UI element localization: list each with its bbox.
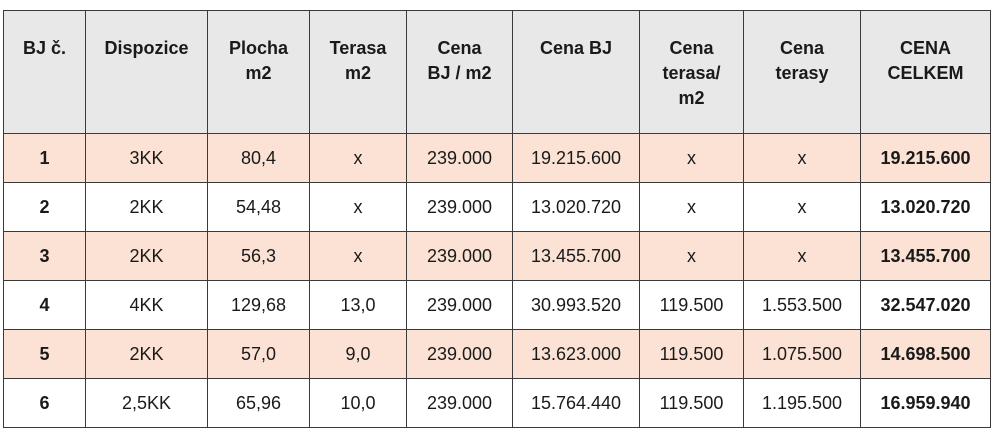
column-header-layout: Dispozice: [85, 10, 208, 134]
table-header-row: BJ č. Dispozice Plocha m2 Terasa m2 Cena BJ / m…: [3, 10, 991, 134]
cell-total-price: 13.455.700: [860, 231, 991, 281]
column-header-line: terasy: [775, 63, 829, 83]
cell-layout: 2KK: [85, 329, 208, 379]
cell-bj-number: 5: [3, 329, 86, 379]
cell-terrace-price-per-m2: x: [639, 133, 744, 183]
cell-layout: 2,5KK: [85, 378, 208, 428]
cell-area: 56,3: [207, 231, 310, 281]
column-header-line: Dispozice: [104, 38, 189, 58]
cell-price-per-m2: 239.000: [406, 182, 513, 232]
table-body: 1 3KK 80,4 x 239.000 19.215.600 x x 19.215.600 2 2…: [3, 133, 991, 428]
cell-unit-price: 13.455.700: [512, 231, 640, 281]
cell-terrace-price-per-m2: 119.500: [639, 378, 744, 428]
cell-terrace-area: 10,0: [309, 378, 407, 428]
table-row: 3 2KK 56,3 x 239.000 13.455.700 x x 13.455.700: [3, 231, 991, 281]
cell-area: 54,48: [207, 182, 310, 232]
column-header-line: Cena: [669, 38, 714, 58]
cell-terrace-price-per-m2: x: [639, 231, 744, 281]
column-header-unit-price: Cena BJ: [512, 10, 640, 134]
cell-total-price: 32.547.020: [860, 280, 991, 330]
price-table-container: BJ č. Dispozice Plocha m2 Terasa m2 Cena BJ / m…: [3, 10, 991, 428]
cell-layout: 2KK: [85, 182, 208, 232]
cell-terrace-area: 9,0: [309, 329, 407, 379]
column-header-line: Cena BJ: [539, 38, 613, 58]
cell-terrace-area: x: [309, 231, 407, 281]
cell-area: 57,0: [207, 329, 310, 379]
cell-terrace-area: x: [309, 182, 407, 232]
column-header-terrace-area: Terasa m2: [309, 10, 407, 134]
column-header-terrace-price-per-m2: Cena terasa/m2: [639, 10, 744, 134]
cell-unit-price: 13.020.720: [512, 182, 640, 232]
column-header-line: m2: [344, 63, 371, 83]
column-header-line: Terasa: [329, 38, 387, 58]
cell-price-per-m2: 239.000: [406, 378, 513, 428]
cell-total-price: 14.698.500: [860, 329, 991, 379]
cell-bj-number: 4: [3, 280, 86, 330]
column-header-line: Cena: [779, 38, 824, 58]
cell-terrace-price: x: [743, 231, 861, 281]
cell-area: 129,68: [207, 280, 310, 330]
cell-terrace-price: 1.553.500: [743, 280, 861, 330]
column-header-bj-number: BJ č.: [3, 10, 86, 134]
column-header-total-price: CENA CELKEM: [860, 10, 991, 134]
column-header-area: Plocha m2: [207, 10, 310, 134]
cell-bj-number: 1: [3, 133, 86, 183]
column-header-line: m2: [245, 63, 272, 83]
column-header-terrace-price: Cena terasy: [743, 10, 861, 134]
cell-terrace-price: x: [743, 182, 861, 232]
column-header-price-per-m2: Cena BJ / m2: [406, 10, 513, 134]
cell-terrace-price-per-m2: 119.500: [639, 329, 744, 379]
column-header-line: CENA: [899, 38, 951, 58]
cell-area: 65,96: [207, 378, 310, 428]
cell-terrace-price-per-m2: 119.500: [639, 280, 744, 330]
cell-terrace-area: x: [309, 133, 407, 183]
cell-price-per-m2: 239.000: [406, 329, 513, 379]
cell-layout: 2KK: [85, 231, 208, 281]
cell-total-price: 13.020.720: [860, 182, 991, 232]
column-header-line: BJ č.: [22, 38, 67, 58]
cell-bj-number: 2: [3, 182, 86, 232]
cell-unit-price: 13.623.000: [512, 329, 640, 379]
table-row: 2 2KK 54,48 x 239.000 13.020.720 x x 13.020.720: [3, 182, 991, 232]
cell-terrace-price: 1.195.500: [743, 378, 861, 428]
cell-terrace-price: x: [743, 133, 861, 183]
cell-bj-number: 6: [3, 378, 86, 428]
price-table: BJ č. Dispozice Plocha m2 Terasa m2 Cena BJ / m…: [3, 10, 991, 428]
table-row: 5 2KK 57,0 9,0 239.000 13.623.000 119.500 1.075…: [3, 329, 991, 379]
cell-layout: 3KK: [85, 133, 208, 183]
column-header-line: Cena: [437, 38, 482, 58]
cell-total-price: 19.215.600: [860, 133, 991, 183]
cell-total-price: 16.959.940: [860, 378, 991, 428]
column-header-line: CELKEM: [887, 63, 964, 83]
cell-layout: 4KK: [85, 280, 208, 330]
cell-terrace-price: 1.075.500: [743, 329, 861, 379]
cell-terrace-price-per-m2: x: [639, 182, 744, 232]
cell-unit-price: 19.215.600: [512, 133, 640, 183]
cell-price-per-m2: 239.000: [406, 231, 513, 281]
table-row: 4 4KK 129,68 13,0 239.000 30.993.520 119.500 1.…: [3, 280, 991, 330]
cell-bj-number: 3: [3, 231, 86, 281]
cell-price-per-m2: 239.000: [406, 133, 513, 183]
column-header-line: BJ / m2: [427, 63, 492, 83]
column-header-line: terasa/: [662, 63, 721, 83]
table-row: 6 2,5KK 65,96 10,0 239.000 15.764.440 119.500 1…: [3, 378, 991, 428]
cell-terrace-area: 13,0: [309, 280, 407, 330]
column-header-line: Plocha: [228, 38, 289, 58]
cell-price-per-m2: 239.000: [406, 280, 513, 330]
cell-unit-price: 15.764.440: [512, 378, 640, 428]
column-header-line: m2: [678, 88, 705, 108]
table-row: 1 3KK 80,4 x 239.000 19.215.600 x x 19.215.600: [3, 133, 991, 183]
cell-area: 80,4: [207, 133, 310, 183]
cell-unit-price: 30.993.520: [512, 280, 640, 330]
